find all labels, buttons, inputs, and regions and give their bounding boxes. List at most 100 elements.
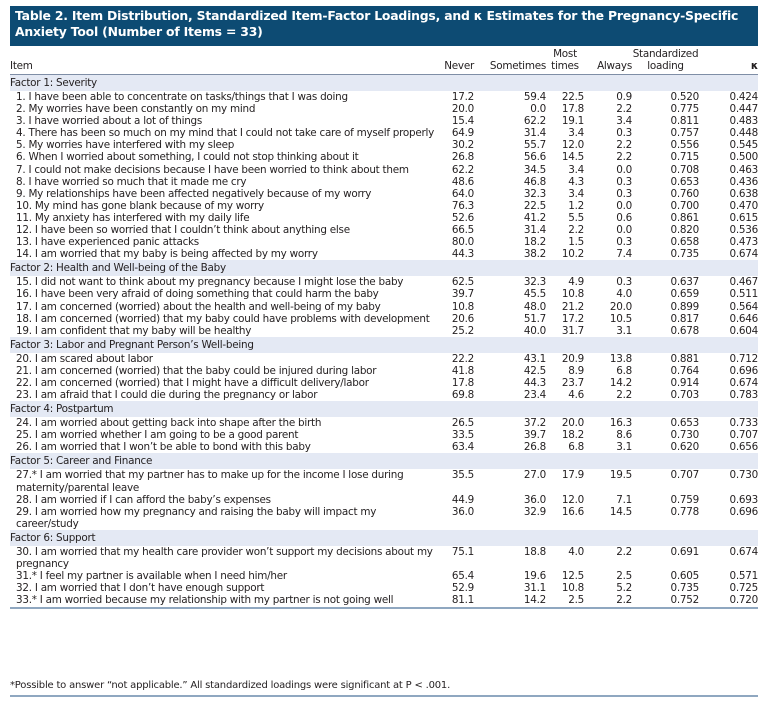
cell-most-times: 17.2 — [561, 312, 584, 325]
cell-sometimes: 39.7 — [523, 429, 546, 442]
table-row: 26. I am worried that I won’t be able to… — [10, 441, 758, 453]
cell-most-times: 4.9 — [568, 276, 584, 289]
table-row: 19. I am confident that my baby will be … — [10, 325, 758, 337]
cell-kappa: 0.467 — [729, 276, 759, 289]
cell-loading: 0.820 — [670, 224, 700, 237]
cell-loading: 0.760 — [670, 187, 700, 200]
cell-most-times: 8.9 — [568, 364, 584, 377]
cell-always: 13.8 — [609, 352, 632, 365]
cell-kappa: 0.656 — [729, 441, 759, 454]
cell-always: 0.9 — [616, 91, 632, 103]
cell-loading: 0.605 — [670, 570, 700, 583]
cell-never: 64.9 — [451, 127, 474, 140]
cell-never: 26.8 — [451, 151, 474, 164]
cell-never: 69.8 — [451, 389, 474, 402]
cell-item: 15. I did not want to think about my pre… — [16, 276, 404, 289]
cell-loading: 0.691 — [670, 545, 700, 558]
cell-kappa: 0.511 — [729, 288, 759, 301]
cell-sometimes: 62.2 — [523, 115, 546, 128]
cell-most-times: 12.0 — [561, 139, 584, 152]
table-row: 27.* I am worried that my partner has to… — [10, 469, 758, 493]
cell-never: 62.5 — [451, 276, 474, 289]
cell-item: 5. My worries have interfered with my sl… — [16, 139, 235, 152]
cell-always: 10.5 — [609, 312, 632, 325]
cell-kappa: 0.448 — [729, 127, 759, 140]
cell-never: 81.1 — [440, 594, 474, 610]
cell-kappa: 0.424 — [729, 91, 759, 103]
table-row: 6. When I worried about something, I cou… — [10, 151, 758, 163]
cell-loading: 0.861 — [670, 211, 700, 224]
cell-kappa: 0.720 — [699, 594, 758, 610]
cell-most-times: 20.9 — [561, 352, 584, 365]
cell-sometimes: 48.0 — [523, 300, 546, 313]
cell-most-times: 3.4 — [568, 127, 584, 140]
cell-item: 2. My worries have been constantly on my… — [16, 103, 256, 116]
cell-loading: 0.730 — [670, 429, 700, 442]
cell-most-times: 10.8 — [561, 582, 584, 595]
header-sometimes: Sometimes — [474, 48, 546, 75]
cell-loading: 0.778 — [670, 505, 700, 518]
cell-sometimes: 32.3 — [523, 276, 546, 289]
table-row: 3. I have worried about a lot of things 1… — [10, 115, 758, 127]
header-most-times: Most times — [546, 48, 584, 75]
cell-sometimes: 23.4 — [523, 389, 546, 402]
cell-never: 36.0 — [451, 505, 474, 518]
table-row: 24. I am worried about getting back into… — [10, 417, 758, 429]
cell-item: 32. I am worried that I don’t have enoug… — [16, 582, 265, 595]
cell-most-times: 22.5 — [561, 91, 584, 103]
cell-item: 23. I am afraid that I could die during … — [16, 389, 318, 402]
factor-label: Factor 5: Career and Finance — [10, 453, 758, 470]
table-row: 1. I have been able to concentrate on ta… — [10, 91, 758, 103]
cell-most-times: 12.0 — [561, 493, 584, 506]
cell-sometimes: 56.6 — [523, 151, 546, 164]
table-row: 32. I am worried that I don’t have enoug… — [10, 582, 758, 594]
cell-always: 16.3 — [609, 417, 632, 430]
item-table: Item Never Sometimes Most times Always S… — [10, 48, 759, 610]
cell-item: 24. I am worried about getting back into… — [16, 417, 322, 430]
cell-item: 31.* I feel my partner is available when… — [16, 570, 287, 583]
cell-most-times: 19.1 — [561, 115, 584, 128]
cell-sometimes: 31.4 — [523, 127, 546, 140]
cell-most-times: 10.8 — [561, 288, 584, 301]
cell-item: 1. I have been able to concentrate on ta… — [16, 91, 348, 103]
cell-never: 65.4 — [451, 570, 474, 583]
header-kappa: κ — [699, 48, 758, 75]
cell-never: 48.6 — [451, 175, 474, 188]
cell-never: 44.9 — [451, 493, 474, 506]
cell-item: 25. I am worried whether I am going to b… — [16, 429, 299, 442]
cell-always: 2.5 — [616, 570, 632, 583]
cell-always: 8.6 — [616, 429, 632, 442]
cell-most-times: 1.2 — [568, 199, 584, 212]
cell-item: 7. I could not make decisions because I … — [16, 163, 409, 176]
cell-never: 52.9 — [451, 582, 474, 595]
cell-never: 62.2 — [451, 163, 474, 176]
cell-sometimes: 34.5 — [523, 163, 546, 176]
factor-row: Factor 2: Health and Well-being of the B… — [10, 260, 758, 277]
cell-sometimes: 19.6 — [523, 570, 546, 583]
cell-most-times: 1.5 — [568, 236, 584, 249]
cell-sometimes: 40.0 — [523, 324, 546, 337]
cell-sometimes: 0.0 — [530, 103, 546, 116]
table-row: 9. My relationships have been affected n… — [10, 188, 758, 200]
cell-sometimes: 26.8 — [523, 441, 546, 454]
cell-never: 39.7 — [451, 288, 474, 301]
cell-most-times: 10.2 — [561, 248, 584, 261]
cell-most-times: 18.2 — [561, 429, 584, 442]
cell-kappa: 0.693 — [729, 493, 759, 506]
header-always: Always — [584, 48, 632, 75]
cell-most-times: 12.5 — [561, 570, 584, 583]
header-loading: Standardized loading — [632, 48, 699, 75]
cell-kappa: 0.564 — [729, 300, 759, 313]
cell-never: 64.0 — [451, 187, 474, 200]
cell-loading: 0.637 — [670, 276, 700, 289]
table-row: 21. I am concerned (worried) that the ba… — [10, 365, 758, 377]
cell-never: 66.5 — [451, 224, 474, 237]
table-row: 33.* I am worried because my relationshi… — [10, 594, 758, 610]
cell-kappa: 0.730 — [729, 469, 759, 482]
cell-always: 0.6 — [616, 211, 632, 224]
cell-item: 26. I am worried that I won’t be able to… — [16, 441, 311, 454]
cell-most-times: 21.2 — [561, 300, 584, 313]
cell-most-times: 16.6 — [561, 505, 584, 518]
table-row: 12. I have been so worried that I couldn… — [10, 224, 758, 236]
cell-loading: 0.775 — [670, 103, 700, 116]
